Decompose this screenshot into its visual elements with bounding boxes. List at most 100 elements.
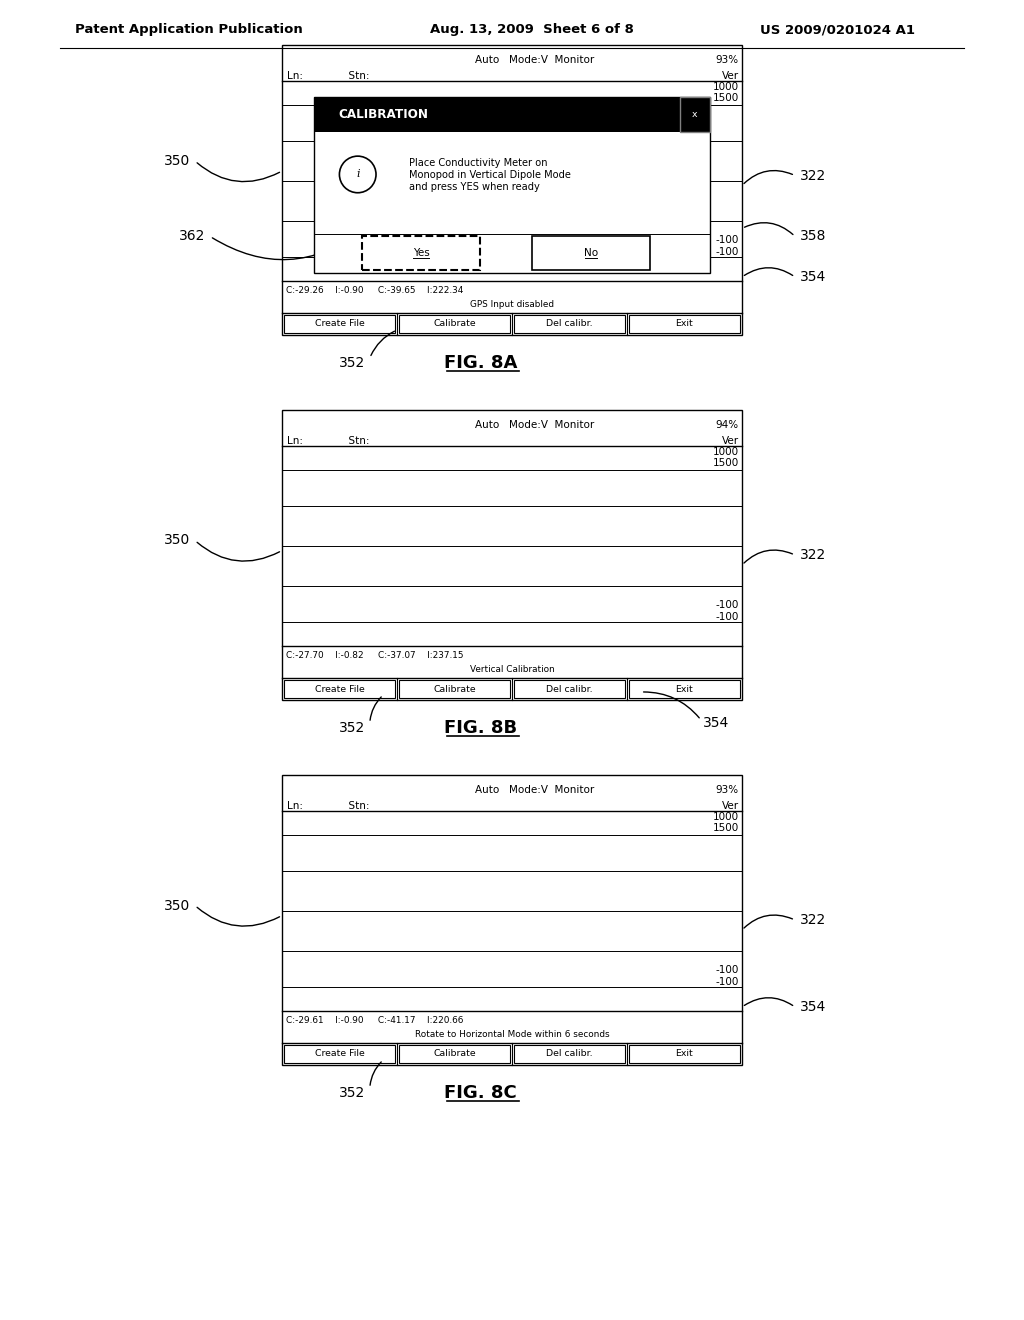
Text: 354: 354	[800, 1001, 826, 1014]
Text: Ver: Ver	[722, 436, 739, 446]
Text: 354: 354	[703, 715, 729, 730]
Text: Del calibr.: Del calibr.	[546, 1049, 593, 1059]
Text: 352: 352	[339, 356, 365, 370]
Text: 1000: 1000	[713, 447, 739, 457]
Bar	[314, 96, 710, 273]
Text: 1000: 1000	[713, 812, 739, 822]
Bar	[399, 680, 510, 698]
Text: GPS Input disabled: GPS Input disabled	[470, 300, 554, 309]
Bar	[629, 315, 740, 333]
Text: Create File: Create File	[314, 1049, 365, 1059]
Bar	[282, 45, 742, 335]
Text: i: i	[356, 169, 359, 180]
Text: FIG. 8C: FIG. 8C	[444, 1084, 517, 1102]
Text: C:-29.26    I:-0.90     C:-39.65    I:222.34: C:-29.26 I:-0.90 C:-39.65 I:222.34	[286, 286, 464, 296]
Bar	[629, 680, 740, 698]
Text: -100: -100	[716, 247, 739, 257]
Text: Rotate to Horizontal Mode within 6 seconds: Rotate to Horizontal Mode within 6 secon…	[415, 1030, 609, 1039]
Text: Calibrate: Calibrate	[433, 685, 476, 693]
Text: Patent Application Publication: Patent Application Publication	[75, 24, 303, 37]
Text: Aug. 13, 2009  Sheet 6 of 8: Aug. 13, 2009 Sheet 6 of 8	[430, 24, 634, 37]
Bar	[629, 1045, 740, 1063]
Text: Ver: Ver	[722, 71, 739, 81]
Text: 352: 352	[339, 1086, 365, 1100]
Bar	[284, 680, 395, 698]
Text: Create File: Create File	[314, 685, 365, 693]
Text: 362: 362	[178, 230, 205, 243]
Text: 322: 322	[800, 169, 826, 182]
Text: Exit: Exit	[676, 1049, 693, 1059]
Text: Del calibr.: Del calibr.	[546, 685, 593, 693]
Text: FIG. 8A: FIG. 8A	[444, 354, 517, 372]
Text: -100: -100	[716, 977, 739, 987]
FancyArrowPatch shape	[197, 907, 280, 927]
FancyArrowPatch shape	[744, 998, 793, 1006]
Bar	[514, 680, 625, 698]
Text: -100: -100	[716, 612, 739, 622]
FancyArrowPatch shape	[744, 915, 793, 928]
Bar	[680, 96, 710, 132]
FancyArrowPatch shape	[212, 230, 362, 260]
Text: 93%: 93%	[716, 55, 739, 65]
Text: Ver: Ver	[722, 801, 739, 810]
Text: Ln:              Stn:: Ln: Stn:	[287, 71, 370, 81]
Text: 350: 350	[164, 533, 190, 548]
Text: C:-29.61    I:-0.90     C:-41.17    I:220.66: C:-29.61 I:-0.90 C:-41.17 I:220.66	[286, 1016, 464, 1026]
Text: 1500: 1500	[713, 458, 739, 469]
Bar	[361, 235, 480, 271]
Text: -100: -100	[716, 235, 739, 246]
Bar	[284, 1045, 395, 1063]
Text: C:-27.70    I:-0.82     C:-37.07    I:237.15: C:-27.70 I:-0.82 C:-37.07 I:237.15	[286, 651, 464, 660]
Text: Exit: Exit	[676, 685, 693, 693]
Text: Ln:              Stn:: Ln: Stn:	[287, 436, 370, 446]
FancyArrowPatch shape	[197, 543, 280, 561]
Text: 93%: 93%	[716, 785, 739, 795]
Text: Del calibr.: Del calibr.	[546, 319, 593, 329]
Text: Create File: Create File	[314, 319, 365, 329]
Bar	[514, 315, 625, 333]
Bar	[284, 315, 395, 333]
Text: 94%: 94%	[716, 420, 739, 430]
Text: 350: 350	[164, 899, 190, 912]
Text: Auto   Mode:V  Monitor: Auto Mode:V Monitor	[475, 785, 595, 795]
Text: 1500: 1500	[713, 822, 739, 833]
Text: Calibrate: Calibrate	[433, 1049, 476, 1059]
FancyArrowPatch shape	[744, 170, 793, 183]
Text: 350: 350	[164, 154, 190, 168]
Text: FIG. 8B: FIG. 8B	[444, 719, 517, 737]
Text: Auto   Mode:V  Monitor: Auto Mode:V Monitor	[475, 55, 595, 65]
Text: Exit: Exit	[676, 319, 693, 329]
Bar	[399, 315, 510, 333]
Bar	[282, 411, 742, 700]
Bar	[531, 235, 650, 271]
Text: Calibrate: Calibrate	[433, 319, 476, 329]
Text: CALIBRATION: CALIBRATION	[338, 108, 428, 121]
Text: Vertical Calibration: Vertical Calibration	[470, 664, 554, 673]
Text: and press YES when ready: and press YES when ready	[410, 182, 540, 191]
Text: No: No	[584, 248, 598, 257]
Text: Monopod in Vertical Dipole Mode: Monopod in Vertical Dipole Mode	[410, 169, 571, 180]
Text: 1000: 1000	[713, 82, 739, 92]
Text: US 2009/0201024 A1: US 2009/0201024 A1	[760, 24, 915, 37]
FancyArrowPatch shape	[197, 162, 280, 182]
Bar	[314, 96, 710, 132]
FancyArrowPatch shape	[744, 223, 793, 235]
Text: 354: 354	[800, 271, 826, 284]
Text: Ln:              Stn:: Ln: Stn:	[287, 801, 370, 810]
Text: 1500: 1500	[713, 92, 739, 103]
Text: 352: 352	[339, 721, 365, 735]
Text: -100: -100	[716, 965, 739, 975]
Text: 322: 322	[800, 548, 826, 562]
Text: x: x	[692, 110, 697, 119]
Text: 322: 322	[800, 913, 826, 927]
Text: -100: -100	[716, 601, 739, 610]
FancyArrowPatch shape	[744, 550, 793, 564]
Text: Yes: Yes	[413, 248, 429, 257]
Text: Auto   Mode:V  Monitor: Auto Mode:V Monitor	[475, 420, 595, 430]
FancyArrowPatch shape	[744, 268, 793, 276]
Bar	[399, 1045, 510, 1063]
Circle shape	[339, 156, 376, 193]
Text: 358: 358	[800, 230, 826, 243]
Bar	[282, 775, 742, 1065]
Text: Place Conductivity Meter on: Place Conductivity Meter on	[410, 157, 548, 168]
